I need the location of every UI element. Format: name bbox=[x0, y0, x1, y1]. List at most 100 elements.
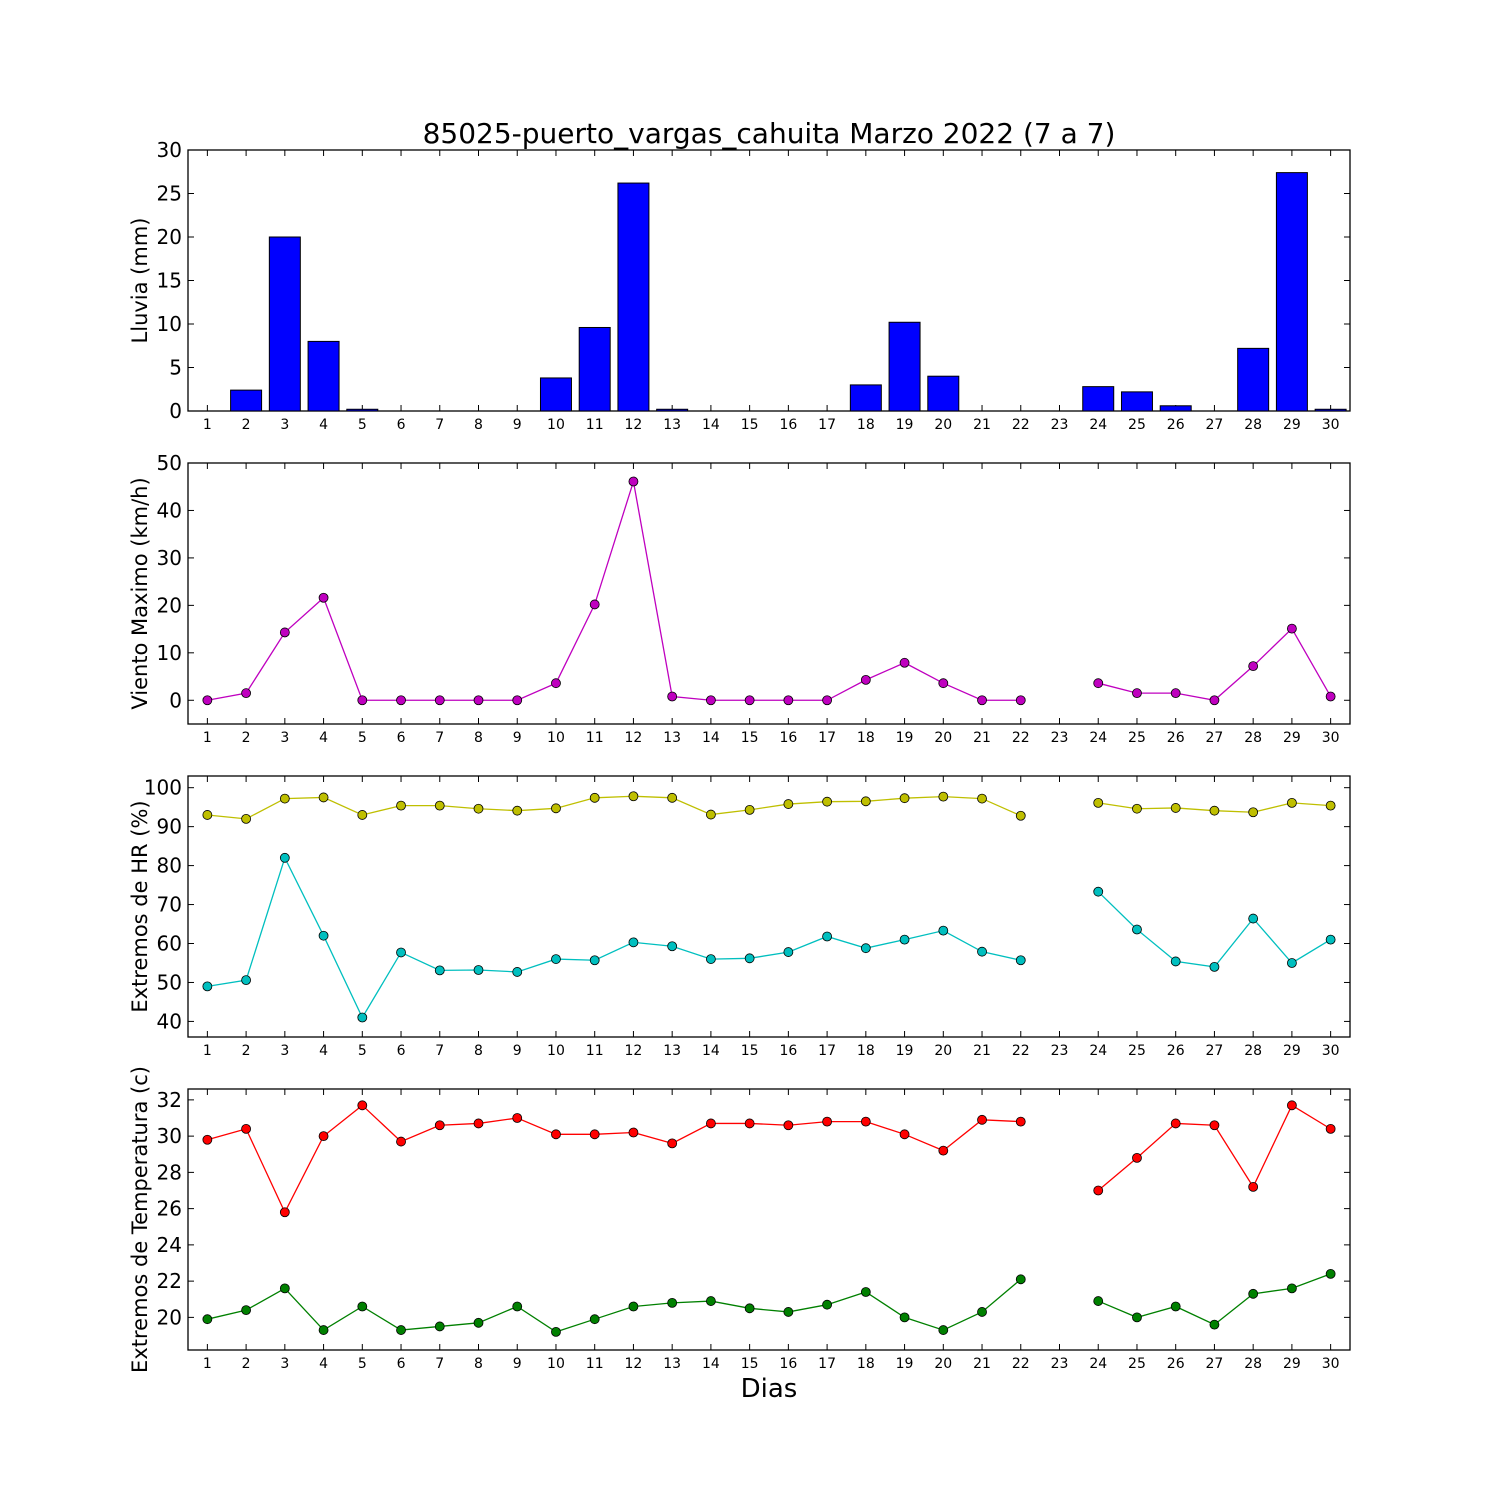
rain-plot-frame bbox=[187, 149, 1351, 412]
humidity-series-0-point bbox=[396, 800, 406, 811]
temperature-series-0-point bbox=[977, 1114, 987, 1125]
temperature-series-0-point bbox=[279, 1207, 290, 1218]
temperature-xtick-label: 28 bbox=[1244, 1356, 1262, 1372]
temperature-series-0-point bbox=[473, 1118, 484, 1129]
humidity-xtick-label: 30 bbox=[1322, 1043, 1340, 1059]
humidity-series-1-point bbox=[977, 946, 987, 957]
rain-bar bbox=[539, 377, 572, 412]
rain-bar bbox=[1120, 391, 1153, 412]
humidity-xtick-label: 21 bbox=[973, 1043, 991, 1059]
temperature-ytick-label: 32 bbox=[157, 1088, 182, 1112]
chart-title: 85025-puerto_vargas_cahuita Marzo 2022 (… bbox=[423, 117, 1116, 150]
wind-series-0-point bbox=[434, 695, 445, 706]
temperature-series-0-point bbox=[1170, 1118, 1181, 1129]
wind-ytick-label: 30 bbox=[157, 546, 182, 570]
humidity-xtick-label: 27 bbox=[1206, 1043, 1224, 1059]
humidity-ytick-label: 80 bbox=[157, 854, 182, 878]
temperature-ytick-label: 24 bbox=[157, 1233, 182, 1257]
humidity-series-1-point bbox=[434, 965, 445, 976]
wind-series-0-point bbox=[279, 627, 290, 638]
wind-series-0-point bbox=[938, 678, 949, 689]
rain-bar bbox=[346, 408, 379, 412]
humidity-y-axis-label: Extremos de HR (%) bbox=[128, 800, 152, 1012]
humidity-xtick-label: 11 bbox=[586, 1043, 604, 1059]
temperature-xtick-label: 22 bbox=[1012, 1356, 1030, 1372]
wind-series-0-point bbox=[899, 657, 910, 668]
rain-ytick-label: 0 bbox=[169, 399, 182, 423]
temperature-series-0-point bbox=[434, 1120, 445, 1131]
humidity-series-1-point bbox=[396, 947, 406, 958]
temperature-series-1-point bbox=[744, 1303, 755, 1314]
rain-xtick-label: 1 bbox=[203, 417, 212, 433]
temperature-series-0-point bbox=[938, 1145, 949, 1156]
rain-ytick-label: 30 bbox=[157, 138, 182, 162]
humidity-series-0-point bbox=[706, 809, 716, 820]
temperature-xtick-label: 10 bbox=[547, 1356, 565, 1372]
rain-xtick-label: 6 bbox=[397, 417, 406, 433]
humidity-series-0-point bbox=[357, 810, 368, 820]
humidity-xtick-label: 7 bbox=[435, 1043, 444, 1059]
wind-xtick-label: 2 bbox=[242, 730, 251, 746]
rain-xtick-label: 25 bbox=[1128, 417, 1146, 433]
temperature-series-0-point bbox=[1248, 1181, 1259, 1192]
temperature-series-1-point bbox=[667, 1297, 678, 1308]
humidity-series-0-point bbox=[434, 800, 445, 811]
temperature-series-1-point bbox=[1325, 1268, 1336, 1279]
humidity-xtick-label: 15 bbox=[741, 1043, 759, 1059]
wind-xtick-label: 15 bbox=[741, 730, 759, 746]
humidity-series-1-point bbox=[744, 953, 755, 964]
temperature-series-1-point bbox=[783, 1307, 794, 1317]
wind-xtick-label: 9 bbox=[513, 730, 522, 746]
humidity-xtick-label: 28 bbox=[1244, 1043, 1262, 1059]
humidity-series-1-point bbox=[667, 941, 678, 952]
wind-ytick-label: 50 bbox=[157, 451, 182, 475]
wind-xtick-label: 20 bbox=[934, 730, 952, 746]
humidity-series-1-point bbox=[512, 967, 523, 977]
rain-xtick-label: 5 bbox=[358, 417, 367, 433]
wind-xtick-label: 29 bbox=[1283, 730, 1301, 746]
rain-xtick-label: 17 bbox=[818, 417, 836, 433]
rain-xtick-label: 7 bbox=[435, 417, 444, 433]
humidity-series-1-point bbox=[1132, 924, 1142, 935]
wind-plot-frame bbox=[187, 462, 1351, 725]
rain-ytick-label: 15 bbox=[157, 269, 182, 293]
temperature-xtick-label: 27 bbox=[1206, 1356, 1224, 1372]
wind-y-axis-label: Viento Maximo (km/h) bbox=[128, 477, 152, 709]
humidity-xtick-label: 16 bbox=[779, 1043, 797, 1059]
humidity-xtick-label: 26 bbox=[1167, 1043, 1185, 1059]
temperature-series-1-point bbox=[1287, 1283, 1297, 1294]
temperature-series-1-point bbox=[1132, 1312, 1142, 1323]
humidity-series-1-point bbox=[1093, 886, 1104, 897]
humidity-xtick-label: 5 bbox=[358, 1043, 367, 1059]
humidity-series-0-point bbox=[977, 793, 987, 804]
wind-xtick-label: 27 bbox=[1206, 730, 1224, 746]
humidity-xtick-label: 19 bbox=[896, 1043, 914, 1059]
humidity-series-1-point bbox=[473, 965, 484, 975]
temperature-series-1-point bbox=[899, 1312, 910, 1323]
humidity-xtick-label: 4 bbox=[319, 1043, 328, 1059]
wind-series-0-point bbox=[1325, 691, 1336, 702]
rain-bar bbox=[1082, 386, 1115, 412]
rain-ytick-label: 5 bbox=[169, 356, 182, 380]
temperature-xtick-label: 9 bbox=[513, 1356, 522, 1372]
temperature-series-0-point bbox=[1015, 1116, 1026, 1127]
rain-ytick-label: 20 bbox=[157, 225, 182, 249]
humidity-series-0-point bbox=[589, 792, 600, 803]
humidity-series-1-point bbox=[241, 975, 252, 986]
temperature-xtick-label: 19 bbox=[896, 1356, 914, 1372]
humidity-series-1-point bbox=[822, 931, 832, 942]
humidity-series-0-point bbox=[1248, 807, 1259, 818]
temperature-series-1-point bbox=[628, 1301, 639, 1312]
temperature-xtick-label: 17 bbox=[818, 1356, 836, 1372]
humidity-xtick-label: 20 bbox=[934, 1043, 952, 1059]
rain-xtick-label: 14 bbox=[702, 417, 720, 433]
humidity-series-0-point bbox=[279, 793, 290, 804]
humidity-series-0-point bbox=[938, 791, 949, 802]
rain-xtick-label: 20 bbox=[934, 417, 952, 433]
temperature-xtick-label: 20 bbox=[934, 1356, 952, 1372]
wind-series-0-point bbox=[744, 695, 755, 706]
temperature-xtick-label: 8 bbox=[474, 1356, 483, 1372]
